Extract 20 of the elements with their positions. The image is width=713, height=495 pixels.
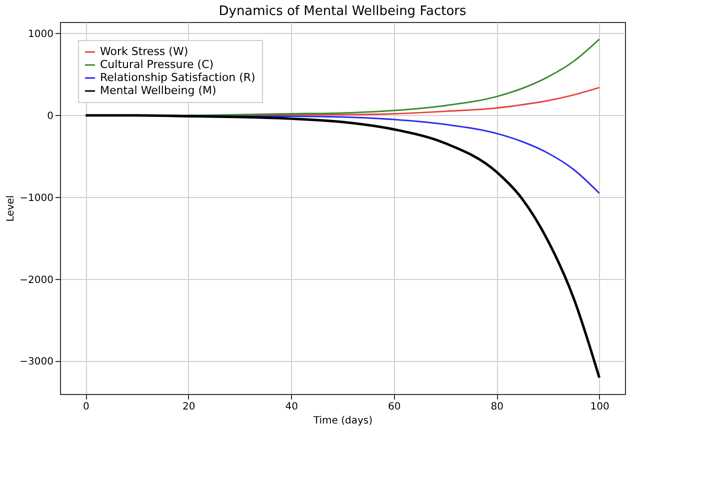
x-axis-title: Time (days) — [312, 416, 373, 426]
chart-title: Dynamics of Mental Wellbeing Factors — [218, 4, 466, 19]
line-series — [188, 114, 600, 194]
x-tick-label: 40 — [285, 402, 298, 412]
y-axis-title: Level — [6, 195, 17, 222]
x-tick-label: 0 — [82, 402, 90, 412]
y-tick-label: −2000 — [20, 274, 54, 286]
y-tick-label: −1000 — [20, 192, 54, 204]
x-tick-label: 60 — [388, 402, 401, 412]
y-tick-label: −3000 — [20, 356, 54, 368]
legend-label: Cultural Pressure (C) — [100, 58, 214, 71]
x-tick-label: 100 — [590, 402, 610, 412]
x-tick-label: 20 — [182, 402, 196, 412]
y-tick-label: 1000 — [28, 28, 54, 40]
line-series — [84, 114, 601, 379]
x-tick-label: 80 — [490, 402, 504, 412]
legend-label: Mental Wellbeing (M) — [100, 84, 216, 97]
y-tick-label: 0 — [47, 110, 54, 122]
legend-label: Work Stress (W) — [100, 45, 188, 58]
legend-label: Relationship Satisfaction (R) — [100, 71, 256, 84]
